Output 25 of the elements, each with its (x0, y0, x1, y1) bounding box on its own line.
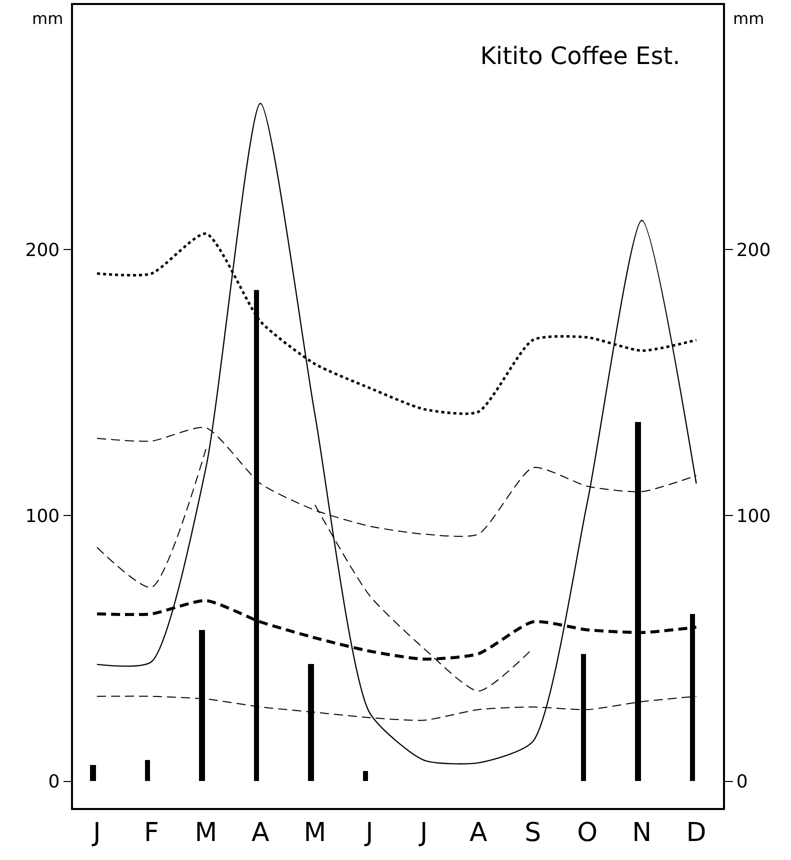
y-tick-label: 0 (48, 772, 60, 793)
x-tick-label: J (91, 818, 101, 848)
x-tick-label: O (577, 818, 598, 848)
bar (90, 765, 96, 781)
y-axis-title: mm (32, 9, 64, 28)
x-tick-label: M (304, 818, 326, 848)
x-tick-label: J (418, 818, 428, 848)
y-tick-label: 200 (25, 240, 60, 261)
y-tick-label: 100 (25, 506, 60, 527)
y2-tick-label: 100 (736, 506, 771, 527)
x-tick-label: N (632, 818, 652, 848)
x-tick-label: A (252, 818, 270, 848)
bar (363, 771, 368, 781)
y2-tick-label: 0 (736, 772, 748, 793)
line-series (96, 102, 697, 764)
x-tick-label: F (144, 818, 159, 848)
bar (145, 760, 150, 781)
x-tick-label: S (524, 818, 542, 848)
y2-tick-label: 200 (736, 240, 771, 261)
x-tick-label: D (686, 818, 706, 848)
x-tick-label: J (364, 818, 374, 848)
x-tick-label: A (469, 818, 488, 848)
text: Kitito Coffee Est. (480, 42, 680, 70)
x-tick-label: M (194, 818, 218, 848)
y2-axis-title: mm (733, 9, 764, 28)
